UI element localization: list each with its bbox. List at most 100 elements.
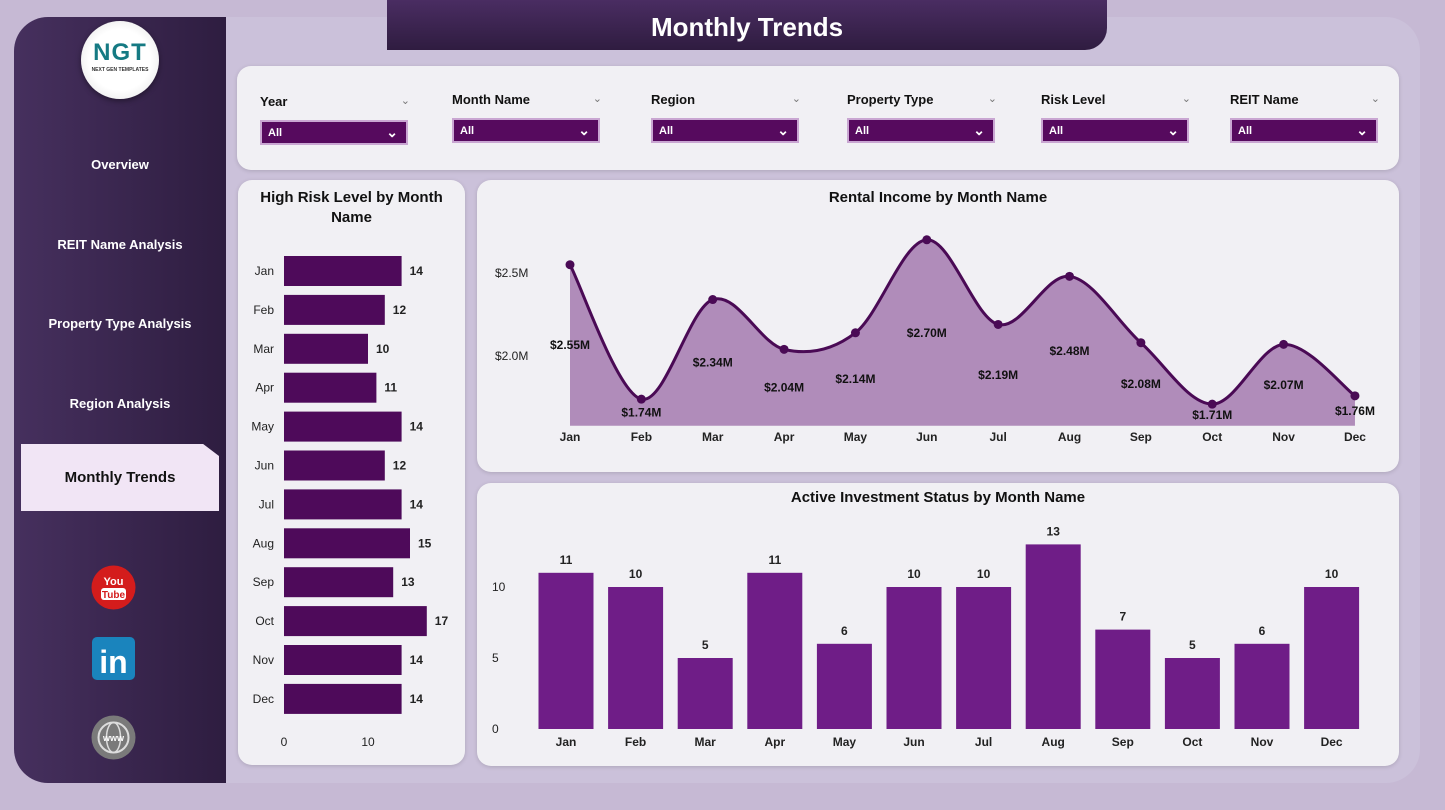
high-risk-chart-card: High Risk Level by Month Name Jan 14 Feb 12… [238, 180, 465, 765]
bar [886, 587, 942, 729]
data-label: 14 [410, 420, 424, 434]
filter-dropdown[interactable]: All ⌄ [1041, 118, 1189, 143]
y-tick-label: $2.5M [495, 266, 528, 280]
data-label: $1.74M [621, 405, 661, 419]
data-label: 5 [1189, 638, 1196, 652]
data-label: $1.76M [1335, 404, 1375, 418]
filter-region: Region ⌄ All ⌄ [651, 92, 801, 143]
filter-dropdown[interactable]: All ⌄ [847, 118, 995, 143]
active-investment-chart-card: Active Investment Status by Month Name 0… [477, 483, 1399, 766]
bar [816, 643, 872, 729]
data-label: 12 [393, 459, 407, 473]
svg-text:www: www [102, 733, 125, 743]
sidebar-item-overview[interactable]: Overview [91, 157, 149, 172]
sidebar-item-reit-name-analysis[interactable]: REIT Name Analysis [57, 237, 183, 252]
x-tick-label: Feb [625, 735, 646, 749]
bar [1304, 587, 1360, 729]
filter-bar [237, 66, 1399, 170]
chevron-down-icon[interactable]: ⌄ [791, 93, 801, 105]
bar [284, 683, 402, 714]
chevron-down-icon: ⌄ [386, 124, 398, 140]
x-tick-label: 10 [361, 735, 375, 749]
bar [956, 587, 1012, 729]
x-tick-label: Nov [1251, 735, 1274, 749]
data-label: $2.19M [978, 368, 1018, 382]
filter-reit-name: REIT Name ⌄ All ⌄ [1230, 92, 1380, 143]
chevron-down-icon[interactable]: ⌄ [400, 95, 410, 107]
data-label: 15 [418, 536, 432, 550]
bar [284, 372, 377, 403]
data-point [993, 319, 1003, 329]
y-tick-label: Jul [259, 497, 274, 511]
chevron-down-icon: ⌄ [973, 122, 985, 138]
filter-dropdown[interactable]: All ⌄ [260, 120, 408, 145]
chevron-down-icon[interactable]: ⌄ [987, 93, 997, 105]
filter-dropdown[interactable]: All ⌄ [651, 118, 799, 143]
filter-property-type: Property Type ⌄ All ⌄ [847, 92, 997, 143]
chevron-down-icon[interactable]: ⌄ [1370, 93, 1380, 105]
filter-label: Year [260, 94, 288, 109]
chart-title: Rental Income by Month Name [828, 189, 1048, 206]
svg-text:Tube: Tube [102, 590, 126, 601]
data-point [1065, 271, 1075, 281]
x-tick-label: Apr [764, 735, 785, 749]
data-label: $2.55M [550, 338, 590, 352]
chevron-down-icon: ⌄ [777, 122, 789, 138]
bar [284, 606, 427, 637]
data-label: $2.14M [835, 372, 875, 386]
dropdown-value: All [460, 125, 475, 137]
filter-label: REIT Name [1230, 92, 1299, 107]
chevron-down-icon[interactable]: ⌄ [1181, 93, 1191, 105]
linkedin-icon[interactable]: in [91, 636, 136, 681]
sidebar-item-monthly-trends[interactable]: Monthly Trends [21, 444, 219, 511]
chevron-down-icon[interactable]: ⌄ [592, 93, 602, 105]
bar [1164, 658, 1220, 729]
data-point [1207, 399, 1217, 409]
bar [608, 587, 664, 729]
globe-www-icon[interactable]: www [91, 715, 136, 760]
data-label: 12 [393, 303, 407, 317]
y-tick-label: Aug [253, 536, 274, 550]
data-label: 10 [376, 342, 390, 356]
filter-label: Property Type [847, 92, 934, 107]
y-tick-label: 0 [492, 722, 499, 736]
data-point [1279, 339, 1289, 349]
x-tick-label: Sep [1130, 430, 1152, 444]
filter-risk-level: Risk Level ⌄ All ⌄ [1041, 92, 1191, 143]
data-label: 13 [401, 575, 415, 589]
sidebar-item-property-type-analysis[interactable]: Property Type Analysis [48, 316, 192, 331]
data-label: $2.08M [1121, 377, 1161, 391]
sidebar-item-region-analysis[interactable]: Region Analysis [69, 396, 171, 411]
data-label: 11 [384, 381, 397, 395]
bar [284, 450, 385, 481]
chart-title: Active Investment Status by Month Name [790, 489, 1086, 506]
chevron-down-icon: ⌄ [1167, 122, 1179, 138]
data-label: 11 [768, 553, 781, 567]
data-label: 14 [410, 264, 424, 278]
data-label: $2.34M [693, 356, 733, 370]
youtube-icon[interactable]: You Tube [91, 565, 136, 610]
rental-income-area-chart: $2.0M $2.5M $2.55M Jan $1.74M Feb $2.34M Mar $2.… [495, 235, 1375, 444]
x-tick-label: May [833, 735, 857, 749]
data-label: 11 [560, 553, 573, 567]
filter-label: Region [651, 92, 696, 107]
data-label: 7 [1119, 610, 1126, 624]
y-tick-label: Mar [253, 342, 274, 356]
x-tick-label: Aug [1042, 735, 1065, 749]
bar [677, 658, 733, 729]
filter-dropdown[interactable]: All ⌄ [1230, 118, 1378, 143]
filter-label: Month Name [452, 92, 530, 107]
data-point [565, 260, 575, 270]
data-label: $1.71M [1192, 408, 1232, 422]
data-label: 17 [435, 614, 449, 628]
y-tick-label: Apr [255, 381, 274, 395]
data-label: 10 [1325, 567, 1339, 581]
data-label: $2.04M [764, 381, 804, 395]
data-point [779, 344, 789, 354]
bar [284, 645, 402, 675]
data-label: $2.48M [1050, 344, 1090, 358]
filter-dropdown[interactable]: All ⌄ [452, 118, 600, 143]
y-tick-label: 10 [492, 580, 506, 594]
data-point [922, 235, 932, 245]
data-point [1136, 338, 1146, 348]
